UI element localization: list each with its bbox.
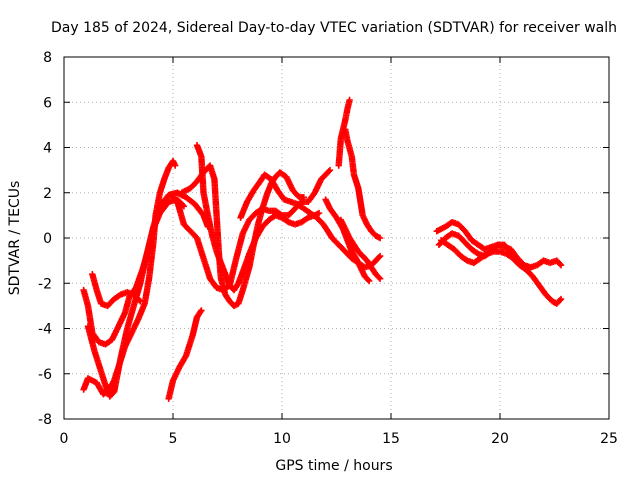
data-point-marker xyxy=(171,162,179,169)
y-tick-label: 8 xyxy=(43,50,52,66)
x-tick-label: 10 xyxy=(273,431,291,447)
data-point-marker xyxy=(136,297,143,304)
y-axis-label: SDTVAR / TECUs xyxy=(7,181,23,296)
series-track-8 xyxy=(178,162,307,310)
data-point-marker xyxy=(556,297,564,304)
data-point-marker xyxy=(375,274,383,281)
data-point-marker xyxy=(198,307,205,314)
x-tick-label: 20 xyxy=(491,431,509,447)
series-track-4 xyxy=(89,271,144,310)
x-tick-label: 5 xyxy=(169,431,178,447)
series-track-12 xyxy=(322,196,373,285)
data-point-marker xyxy=(557,261,565,269)
data-point-marker xyxy=(376,275,384,282)
data-layer xyxy=(80,96,565,402)
y-tick-label: 0 xyxy=(43,231,52,247)
series-track-16 xyxy=(437,237,565,307)
data-point-marker xyxy=(375,254,383,261)
data-point-marker xyxy=(346,96,353,104)
series-track-3 xyxy=(84,189,212,400)
series-track-5 xyxy=(165,307,205,402)
data-point-marker xyxy=(376,252,384,260)
chart-title: Day 185 of 2024, Sidereal Day-to-day VTE… xyxy=(51,20,617,36)
grid-layer xyxy=(64,57,609,419)
series-track-11 xyxy=(342,126,384,242)
x-tick-label: 0 xyxy=(60,431,69,447)
data-point-marker xyxy=(364,276,372,284)
tick-layer: 0 5 10 15 20 25 -8 -6 -4 -2 0 2 4 6 8 xyxy=(38,50,618,447)
data-point-marker xyxy=(300,194,307,201)
data-point-marker xyxy=(527,264,534,271)
data-point-marker xyxy=(326,166,334,174)
series-track-10 xyxy=(335,96,353,169)
y-tick-label: -6 xyxy=(38,367,52,383)
data-point-marker xyxy=(325,168,333,175)
x-axis-label: GPS time / hours xyxy=(275,458,392,474)
y-tick-label: -4 xyxy=(38,322,52,338)
data-point-marker xyxy=(556,260,564,268)
series-track-13 xyxy=(337,216,384,282)
data-point-marker xyxy=(376,234,384,242)
x-tick-label: 25 xyxy=(600,431,618,447)
data-point-marker xyxy=(366,277,373,285)
y-tick-label: 2 xyxy=(43,186,52,202)
data-point-marker xyxy=(315,209,323,217)
data-point-marker xyxy=(557,295,565,303)
y-tick-label: 4 xyxy=(43,141,52,157)
y-tick-label: 6 xyxy=(43,95,52,111)
y-tick-label: -8 xyxy=(38,412,52,428)
y-tick-label: -2 xyxy=(38,276,52,292)
x-tick-label: 15 xyxy=(382,431,400,447)
data-point-marker xyxy=(137,298,144,305)
